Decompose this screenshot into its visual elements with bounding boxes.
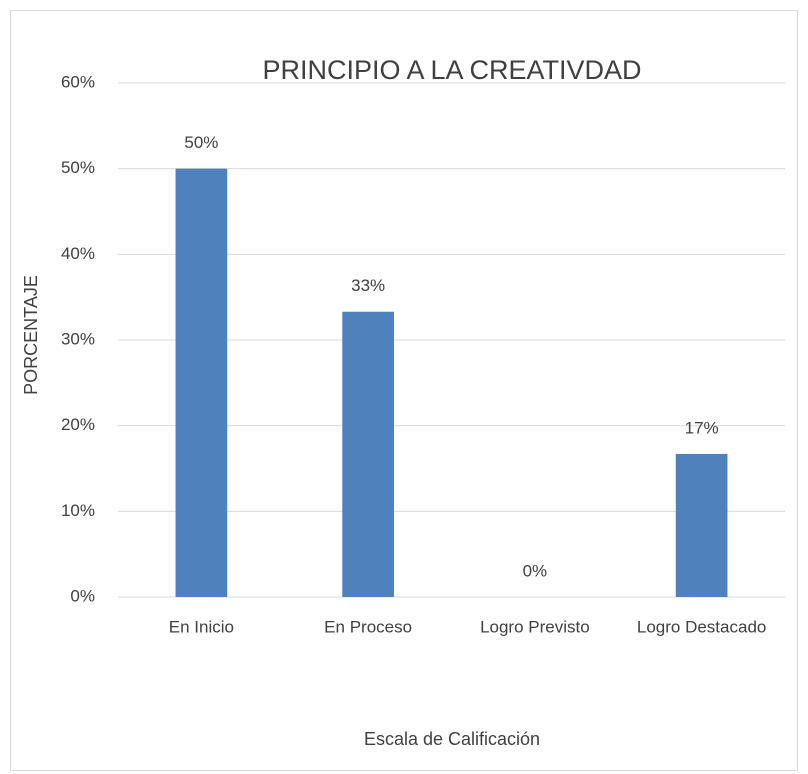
x-tick-label: En Proceso [324, 617, 412, 636]
y-axis-title: PORCENTAJE [21, 275, 41, 395]
data-label: 0% [523, 561, 548, 580]
y-tick-label: 20% [61, 415, 95, 434]
y-tick-label: 10% [61, 501, 95, 520]
y-tick-label: 30% [61, 329, 95, 348]
bar [342, 311, 394, 597]
bar [675, 453, 728, 597]
data-label: 17% [685, 418, 719, 437]
y-tick-label: 40% [61, 244, 95, 263]
x-tick-label: Logro Destacado [637, 617, 766, 636]
data-label: 50% [184, 133, 218, 152]
x-tick-label: En Inicio [169, 617, 234, 636]
x-tick-label: Logro Previsto [480, 617, 590, 636]
x-axis-title: Escala de Calificación [364, 729, 540, 749]
chart-title: PRINCIPIO A LA CREATIVDAD [262, 55, 641, 85]
data-label: 33% [351, 276, 385, 295]
bar [175, 168, 228, 597]
y-tick-label: 60% [61, 72, 95, 91]
y-tick-label: 50% [61, 158, 95, 177]
y-tick-label: 0% [70, 586, 95, 605]
chart-border [10, 10, 798, 771]
